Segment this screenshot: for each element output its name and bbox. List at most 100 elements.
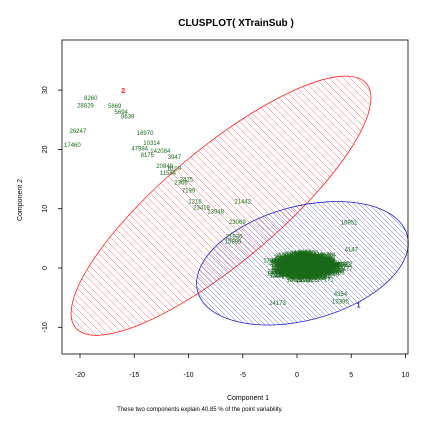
data-point: 17910 [291,274,308,280]
data-point: 24178 [288,271,305,277]
data-point: 27107 [313,272,330,278]
data-point: 2210 [298,274,312,280]
data-point: 25946 [299,256,316,262]
data-point: 1823 [285,264,299,270]
data-point: 20704 [304,270,321,276]
data-point: 19057 [295,263,312,269]
data-point: 2882 [307,260,321,266]
data-point: 4982 [296,260,310,266]
data-point: 23417 [306,267,323,273]
data-point: 5913 [301,262,315,268]
data-point: 26712 [290,251,307,257]
data-point: 22505 [314,268,331,274]
data-point: 7492 [306,261,320,267]
data-point: 12813 [280,266,297,272]
data-point: 11371 [297,265,314,271]
point-label: 1218 [188,199,202,205]
data-point: 12459 [287,260,304,266]
data-point: 6303 [293,260,307,266]
data-point: 21564 [303,271,320,277]
data-point: 24014 [280,266,297,272]
data-point: 27420 [302,273,319,279]
data-point: 24041 [307,259,324,265]
data-point: 12853 [303,262,320,268]
data-point: 6504 [296,258,310,264]
data-point: 28830 [295,268,312,274]
data-point: 7919 [298,260,312,266]
point-label: 8639 [121,115,135,121]
data-point: 23776 [304,269,321,275]
data-point: 23567 [268,260,285,266]
data-point: 21539 [281,272,298,278]
data-point: 6069 [300,265,314,271]
data-point: 2946 [305,263,319,269]
data-point: 3393 [297,263,311,269]
data-point: 20125 [313,261,330,267]
data-point: 15494 [308,265,325,271]
data-point: 16415 [298,263,315,269]
data-point: 20646 [307,258,324,264]
data-point: 4771 [304,270,318,276]
data-point: 7804 [295,259,309,265]
data-point: 9885 [311,267,325,273]
data-point: 20732 [298,265,315,271]
data-point: 4094 [286,261,300,267]
data-point: 1666 [299,264,313,270]
data-point: 10628 [313,265,330,271]
data-point: 2452 [305,265,319,271]
data-point: 27922 [307,258,324,264]
data-point: 1067 [294,261,308,267]
data-point: 24805 [289,262,306,268]
data-point: 16836 [289,265,306,271]
data-point: 17957 [298,261,315,267]
data-point: 26360 [299,259,316,265]
data-point: 25511 [309,266,326,272]
data-point: 3889 [317,261,331,267]
data-point: 28155 [292,265,309,271]
data-point: 13918 [284,265,301,271]
data-point: 18982 [289,263,306,269]
data-point: 15976 [295,264,312,270]
data-point: 4086 [303,266,317,272]
cluster-ellipse [70,75,372,336]
data-point: 3989 [297,268,311,274]
data-point: 3477 [339,267,353,273]
data-point: 8255 [280,262,294,268]
point-label: 7199 [182,189,196,195]
data-point: 11220 [285,262,302,268]
data-point: 10654 [294,270,311,276]
data-point: 14823 [287,262,304,268]
data-point: 26452 [289,259,306,265]
data-point: 23021 [299,268,316,274]
data-points: 22142 25081902593331669726881181932029123… [263,250,353,285]
data-point: 2534 [304,258,318,264]
data-point: 23635 [274,264,291,270]
data-point: 16892 [310,273,327,279]
data-point: 19113 [302,257,319,263]
data-point: 20868 [307,265,324,271]
data-point: 22693 [312,266,329,272]
data-point: 25988 [291,262,308,268]
data-point: 16066 [306,263,323,269]
data-point: 21447 [308,265,325,271]
data-point: 21986 [328,271,345,277]
data-point: 4314 [302,261,316,267]
data-point: 27344 [318,265,335,271]
data-point: 24792 [301,263,318,269]
data-point: 1803 [298,261,312,267]
data-point: 2991 [294,258,308,264]
data-point: 21295 [274,257,291,263]
data-point: 7160 [297,267,311,273]
data-point: 22208 [287,252,304,258]
data-point: 4827 [282,266,296,272]
data-point: 10500 [312,266,329,272]
data-point: 27626 [304,267,321,273]
data-point: 4376 [302,257,316,263]
data-point: 25186 [295,278,312,284]
data-point: 4891 [295,264,309,270]
data-point: 24764 [298,259,315,265]
data-point: 18613 [305,268,322,274]
data-point: 28664 [316,262,333,268]
y-tick-label: 0 [42,266,49,270]
data-point: 12736 [278,266,295,272]
